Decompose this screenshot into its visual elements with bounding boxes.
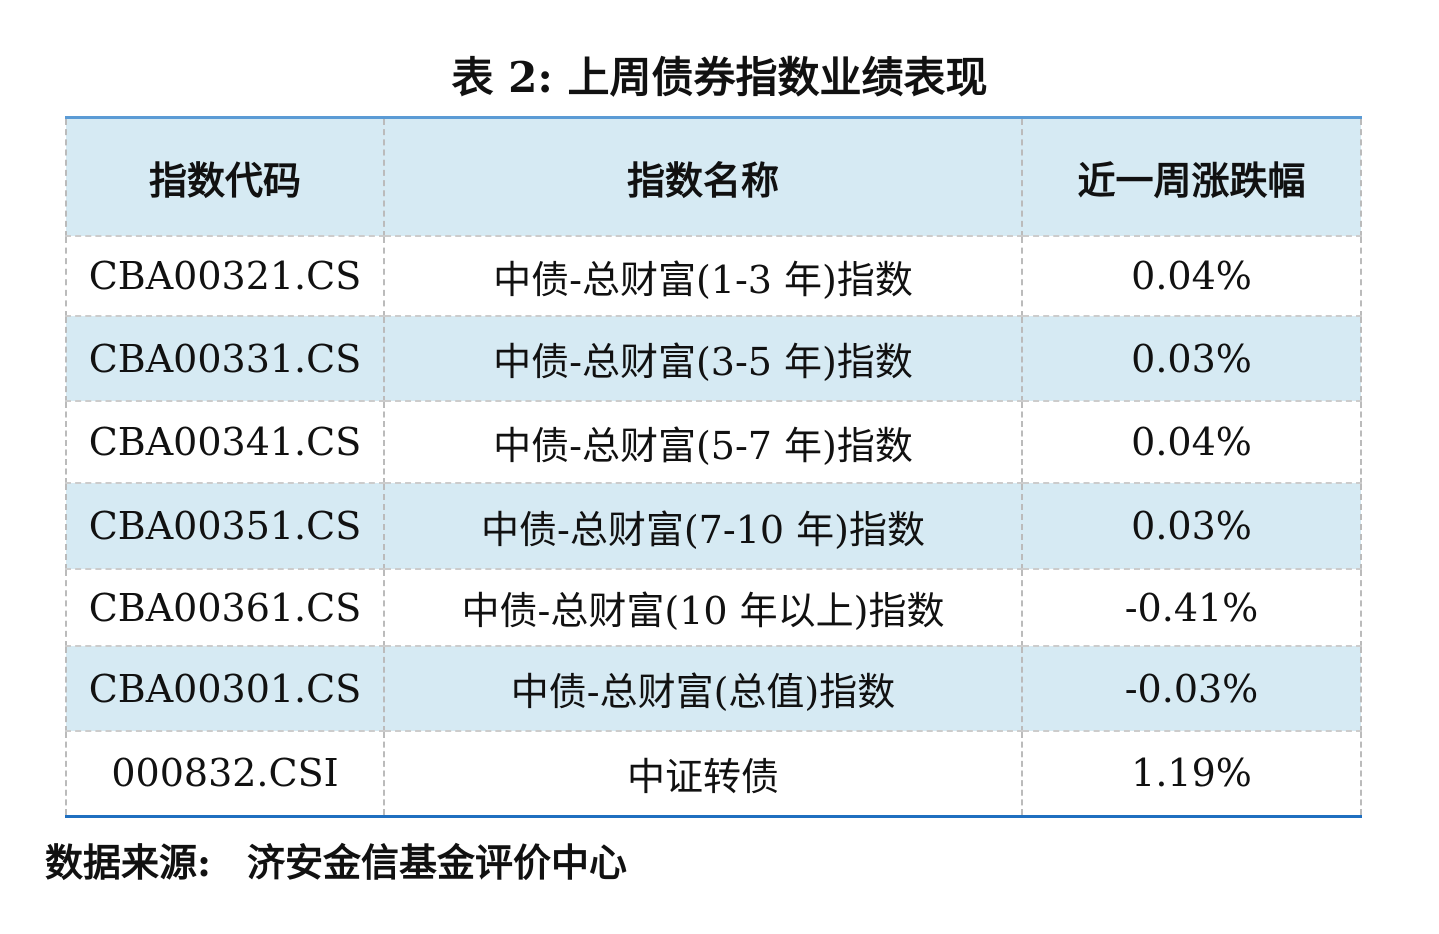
source-label: 数据来源: xyxy=(45,840,212,885)
header-cell: 指数名称 xyxy=(383,116,1023,237)
table-row: 000832.CSI 中证转债 1.19% xyxy=(65,730,1362,817)
table-cell: 中债-总财富(3-5 年)指数 xyxy=(383,315,1023,402)
table-cell: 中债-总财富(5-7 年)指数 xyxy=(383,400,1023,484)
table-cell: CBA00361.CS xyxy=(65,568,385,647)
table-title: 表 2: 上周债券指数业绩表现 xyxy=(451,53,988,102)
table-cell: 0.03% xyxy=(1021,482,1362,570)
table-cell: CBA00321.CS xyxy=(65,235,385,317)
table-row: CBA00351.CS 中债-总财富(7-10 年)指数 0.03% xyxy=(65,482,1362,570)
table-row: CBA00301.CS 中债-总财富(总值)指数 -0.03% xyxy=(65,645,1362,732)
source-text: 济安金信基金评价中心 xyxy=(247,840,628,885)
data-table: 指数代码 指数名称 近一周涨跌幅 CBA00321.CS 中债-总财富(1-3 年… xyxy=(65,116,1362,818)
table-row: CBA00341.CS 中债-总财富(5-7 年)指数 0.04% xyxy=(65,400,1362,484)
table-cell: 中债-总财富(7-10 年)指数 xyxy=(383,482,1023,570)
table-cell: 000832.CSI xyxy=(65,730,385,817)
table-row: CBA00321.CS 中债-总财富(1-3 年)指数 0.04% xyxy=(65,235,1362,317)
table-cell: 中债-总财富(总值)指数 xyxy=(383,645,1023,732)
header-row: 指数代码 指数名称 近一周涨跌幅 xyxy=(65,116,1362,237)
table-row: CBA00361.CS 中债-总财富(10 年以上)指数 -0.41% xyxy=(65,568,1362,647)
table-cell: 0.03% xyxy=(1021,315,1362,402)
table-cell: 0.04% xyxy=(1021,400,1362,484)
table-row: CBA00331.CS 中债-总财富(3-5 年)指数 0.03% xyxy=(65,315,1362,402)
table-cell: 中债-总财富(10 年以上)指数 xyxy=(383,568,1023,647)
table-cell: CBA00341.CS xyxy=(65,400,385,484)
table-cell: 1.19% xyxy=(1021,730,1362,817)
table-cell: CBA00351.CS xyxy=(65,482,385,570)
table-cell: CBA00301.CS xyxy=(65,645,385,732)
header-cell: 近一周涨跌幅 xyxy=(1021,116,1362,237)
table-cell: 0.04% xyxy=(1021,235,1362,317)
table-cell: 中债-总财富(1-3 年)指数 xyxy=(383,235,1023,317)
table-cell: 中证转债 xyxy=(383,730,1023,817)
table-body: CBA00321.CS 中债-总财富(1-3 年)指数 0.04% CBA00331.… xyxy=(65,235,1362,817)
table-cell: CBA00331.CS xyxy=(65,315,385,402)
table-cell: -0.41% xyxy=(1021,568,1362,647)
header-cell: 指数代码 xyxy=(65,116,385,237)
table-cell: -0.03% xyxy=(1021,645,1362,732)
source-note: 数据来源: 济安金信基金评价中心 xyxy=(45,832,627,887)
